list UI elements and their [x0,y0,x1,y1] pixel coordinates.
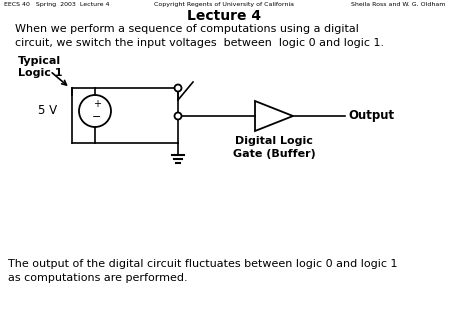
Circle shape [175,112,181,119]
Text: Typical
Logic 1: Typical Logic 1 [18,56,62,78]
Text: −: − [92,112,101,122]
Text: Copyright Regents of University of California: Copyright Regents of University of Calif… [154,2,295,7]
Text: Lecture 4: Lecture 4 [187,9,262,23]
Text: When we perform a sequence of computations using a digital
circuit, we switch th: When we perform a sequence of computatio… [15,24,384,48]
Text: Sheila Ross and W. G. Oldham: Sheila Ross and W. G. Oldham [351,2,445,7]
Text: Output: Output [348,109,394,123]
Text: EECS 40   Spring  2003  Lecture 4: EECS 40 Spring 2003 Lecture 4 [4,2,110,7]
Text: The output of the digital circuit fluctuates between logic 0 and logic 1
as comp: The output of the digital circuit fluctu… [8,259,397,283]
Text: 5 V: 5 V [38,105,57,117]
Text: +: + [93,99,101,109]
Circle shape [175,84,181,91]
Text: Digital Logic
Gate (Buffer): Digital Logic Gate (Buffer) [233,136,315,159]
